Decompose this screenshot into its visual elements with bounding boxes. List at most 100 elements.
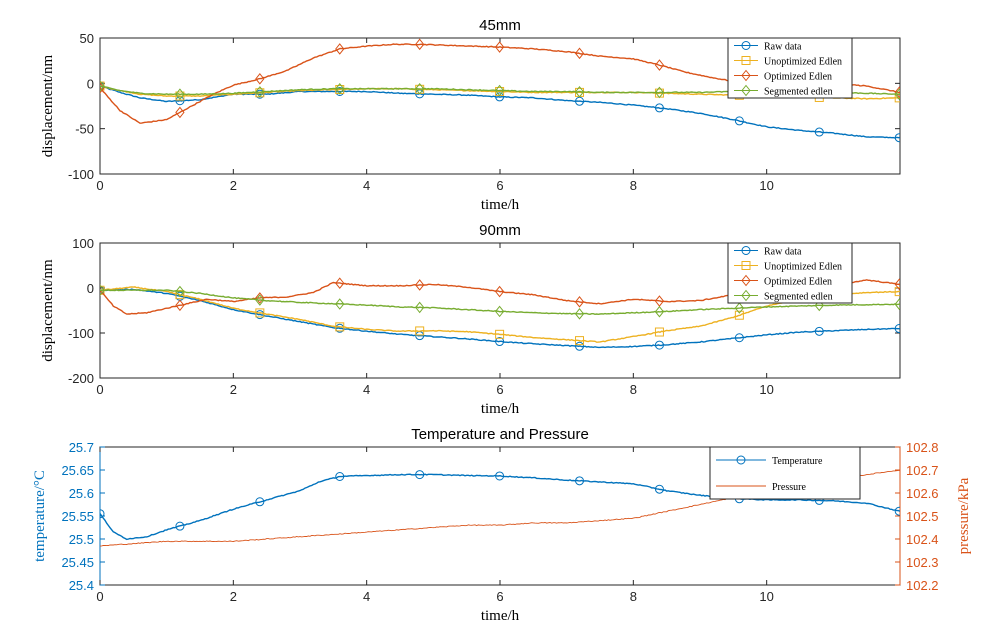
x-tick-label: 8 [630,178,637,193]
series-marker [175,88,185,101]
series-marker [574,296,585,308]
y-tick-label: -200 [68,371,94,386]
series-line [100,286,900,343]
y-tick-label: 0 [87,76,94,91]
series-marker [495,92,505,102]
x-tick-label: 6 [496,589,503,604]
series-marker [734,302,745,314]
legend: Raw data Unoptimized Edlen Optimized Edlen… [727,242,853,304]
y-tick-label: 25.4 [69,578,94,593]
series-marker [894,506,900,516]
x-tick-label: 10 [759,382,773,397]
legend-label: Segmented edlen [764,87,833,98]
chart-panel-3: Temperature and Pressure 0 2 4 6 8 10 time/h 25.… [32,426,972,620]
series-marker [335,277,345,290]
series-marker [734,116,744,126]
y-tick-label: 25.6 [69,486,94,501]
legend-label: Optimized Edlen [764,277,832,288]
series-marker [574,47,585,60]
series-marker [494,41,505,53]
chart-panel-1: 45mm 0 2 4 6 8 10 time/h -100 -50 0 50 displacement/… [40,17,901,213]
y-axis-label: displacement/nm [40,259,56,362]
series-marker [814,326,824,336]
series-marker [654,484,664,494]
series-marker [495,471,505,481]
legend-box [727,242,853,304]
series-marker [335,43,345,55]
series-marker [734,333,744,343]
series-marker [814,299,824,312]
series-marker [575,336,585,346]
series-marker [894,287,900,297]
y-right-tick-label: 102.8 [906,440,939,455]
series-marker [415,470,425,480]
y-tick-label: 100 [72,236,94,251]
series-marker [175,299,185,312]
series-marker [654,86,665,99]
y-tick-label: 0 [87,281,94,296]
series-marker [175,91,185,101]
series-marker [574,308,585,320]
y-tick-label: -50 [75,122,94,137]
x-axis-label: time/h [481,401,520,417]
series-marker [335,322,345,332]
legend-marker [741,274,751,287]
series-marker [100,80,105,92]
chart-panel-2: 90mm 0 2 4 6 8 10 time/h -200 -100 0 100 displacemen… [40,222,901,417]
series-marker [654,59,665,71]
legend-marker [741,246,751,255]
y-right-tick-label: 102.7 [906,463,939,478]
x-tick-label: 6 [496,382,503,397]
x-axis-label: time/h [481,608,520,620]
series-marker [335,472,345,482]
legend: Temperature Pressure [709,446,861,500]
series-marker [495,337,505,347]
series-marker [415,279,425,291]
legend-box [727,37,853,99]
legend-label: Unoptimized Edlen [764,262,842,273]
legend-label: Optimized Edlen [764,72,832,83]
series-marker [575,476,585,486]
legend-label: Raw data [764,247,802,258]
series-marker [335,298,345,310]
y-tick-label: -100 [68,326,94,341]
y-tick-label: 25.45 [61,555,94,570]
series-marker [415,82,425,95]
series-marker [734,310,744,320]
legend-marker [741,41,751,50]
y-right-tick-label: 102.5 [906,509,939,524]
series-marker [654,305,665,318]
x-tick-label: 2 [230,382,237,397]
series-marker [575,341,585,351]
series-marker [494,285,505,298]
series-marker [654,340,664,350]
legend-label: Temperature [772,456,823,467]
series-marker [255,497,265,507]
series-marker [335,82,345,95]
series-marker [654,327,664,337]
series-marker [415,38,425,51]
y-axis-label: displacement/nm [40,54,56,157]
x-tick-label: 0 [96,589,103,604]
x-tick-label: 10 [759,178,773,193]
legend-label: Pressure [772,482,806,493]
series-marker [175,521,185,531]
series-marker [100,284,105,297]
chart-title: 45mm [479,17,521,34]
x-tick-label: 10 [759,589,773,604]
y-right-tick-label: 102.6 [906,486,939,501]
x-tick-label: 4 [363,178,370,193]
x-tick-label: 2 [230,178,237,193]
series-4 [100,284,900,320]
y-right-tick-label: 102.2 [906,578,939,593]
series-marker [894,133,900,143]
legend-marker [736,455,746,465]
series-marker [415,326,425,336]
series-marker [894,88,900,100]
x-tick-label: 8 [630,382,637,397]
series-marker [255,86,265,98]
series-marker [494,84,505,97]
series-marker [894,298,900,311]
series-marker [574,86,585,98]
